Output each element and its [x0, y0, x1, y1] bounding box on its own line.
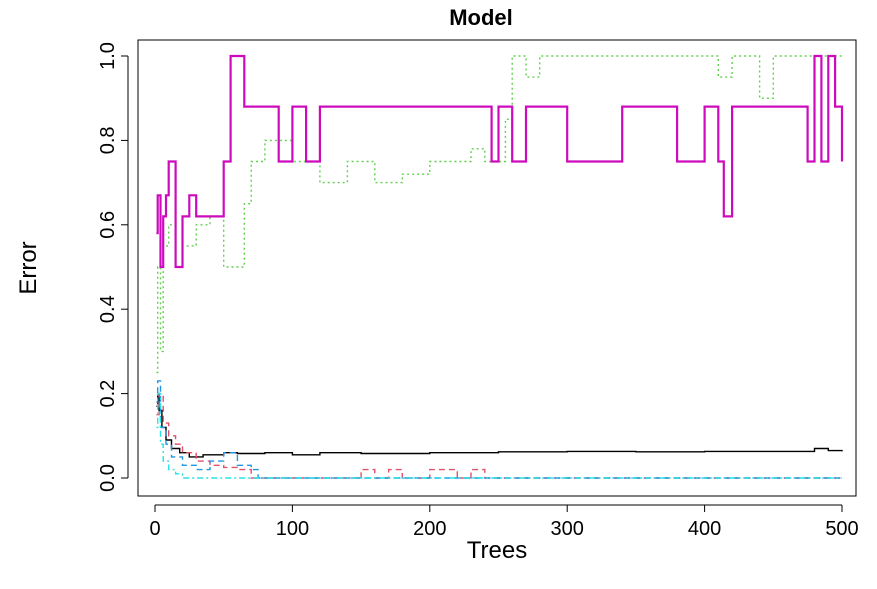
series-layer: [156, 54, 844, 479]
x-tick-label: 500: [825, 518, 858, 540]
series-line-4: [156, 380, 842, 479]
y-axis: 0.0 0.2 0.4 0.6 0.8 1.0: [97, 42, 129, 492]
series-line-3: [156, 55, 842, 374]
x-tick-label: 300: [551, 518, 584, 540]
series-line-6: [156, 54, 844, 269]
x-tick-label: 100: [276, 518, 309, 540]
y-tick-label: 0.2: [97, 380, 119, 408]
chart-title: Model: [449, 5, 513, 30]
x-tick-label: 400: [688, 518, 721, 540]
y-tick-label: 0.8: [97, 126, 119, 154]
y-tick-label: 0.4: [97, 295, 119, 323]
y-tick-label: 0.6: [97, 211, 119, 239]
y-tick-label: 0.0: [97, 464, 119, 492]
series-line-2: [156, 392, 842, 479]
series-line-5: [156, 392, 842, 479]
x-tick-label: 0: [149, 518, 160, 540]
plot-frame: [137, 39, 857, 497]
y-axis-label: Error: [15, 241, 42, 294]
x-axis: 0 100 200 300 400 500: [149, 504, 859, 540]
x-axis-label: Trees: [467, 537, 527, 564]
series-line-1: [156, 392, 843, 458]
y-tick-label: 1.0: [97, 42, 119, 70]
x-tick-label: 200: [413, 518, 446, 540]
